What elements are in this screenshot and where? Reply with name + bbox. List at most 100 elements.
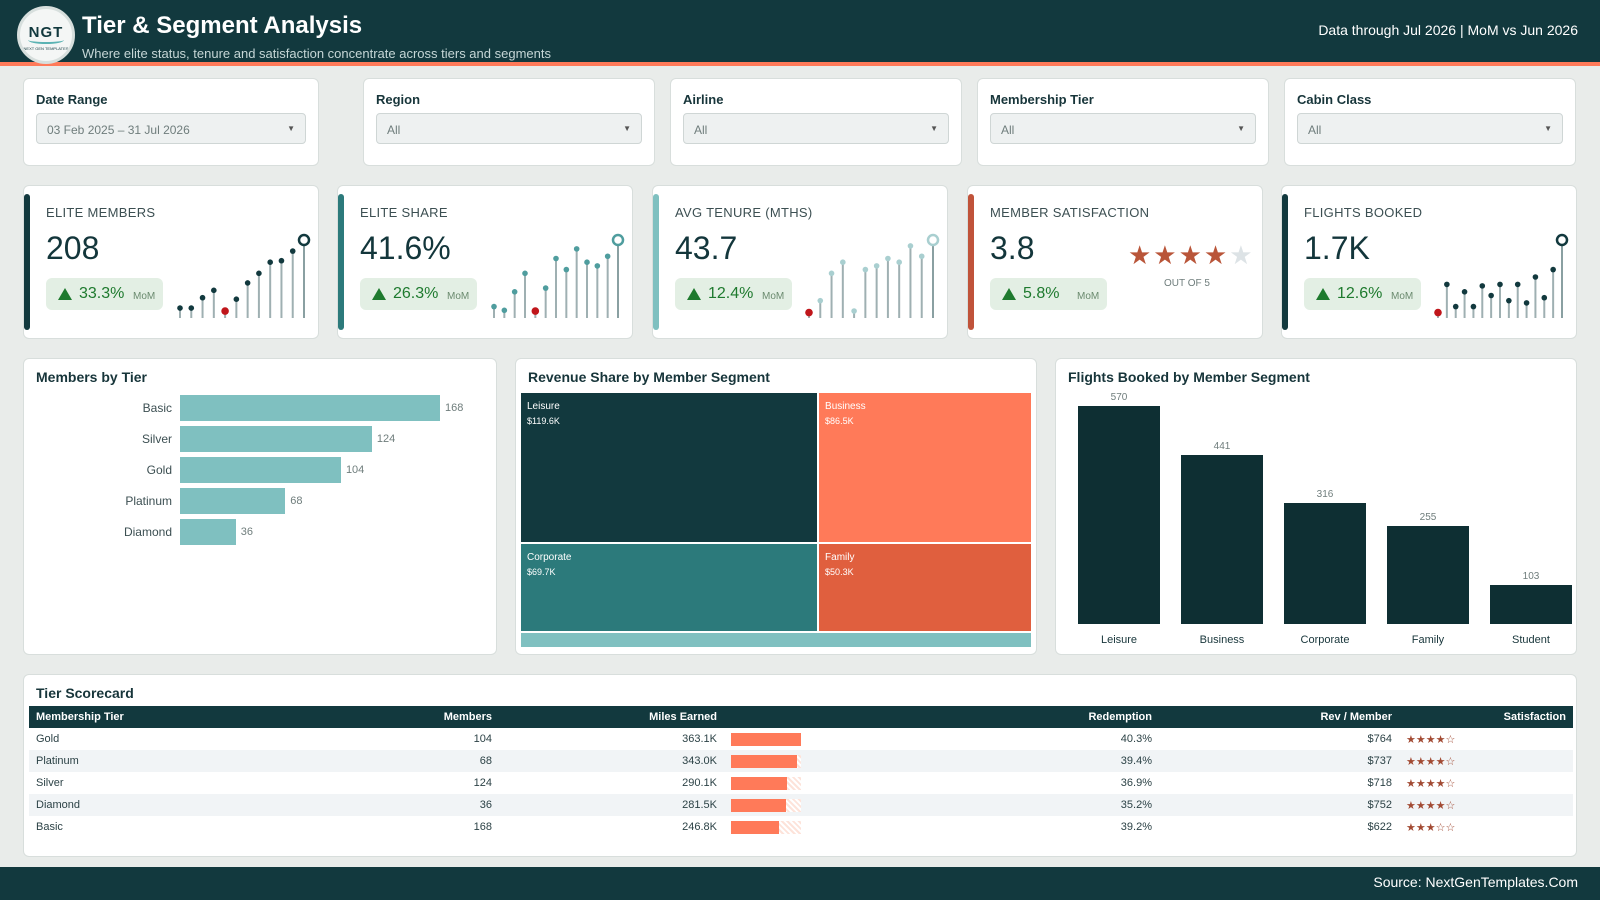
bar-value-label: 68	[290, 495, 303, 507]
filter-label: Airline	[683, 92, 724, 107]
star-rating-icons: ★★★★☆	[1406, 733, 1456, 746]
cell-satisfaction: ★★★★☆	[1399, 728, 1573, 750]
treemap-tile	[521, 633, 1031, 647]
kpi-accent-bar	[1282, 194, 1288, 330]
sparkline-point	[244, 280, 251, 286]
bar-category-label: Platinum	[125, 494, 172, 508]
sparkline-point	[1497, 281, 1503, 288]
bar-value-label: 124	[376, 433, 396, 445]
members-by-tier-panel: Members by Tier Basic 168 Silver 124 Gold 104…	[23, 358, 497, 655]
table-row[interactable]: Diamond 36 281.5K 35.2% $752 ★★★★☆	[29, 794, 1573, 816]
source-label: Source: NextGenTemplates.Com	[1373, 874, 1578, 890]
bar	[1078, 406, 1160, 624]
cell-rev-member: $737	[1159, 750, 1399, 772]
sparkline-point	[1532, 274, 1539, 280]
kpi-label: ELITE MEMBERS	[46, 205, 156, 220]
filter-label: Region	[376, 92, 421, 107]
arrow-up-icon	[58, 288, 72, 300]
filter-region: Region All ▼	[363, 78, 655, 166]
filter-membership-tier: Membership Tier All ▼	[977, 78, 1269, 166]
cell-redemption: 35.2%	[814, 794, 1159, 816]
sparkline-point	[211, 287, 217, 294]
cell-rev-member: $718	[1367, 777, 1392, 789]
column-header[interactable]: Miles Earned	[499, 706, 724, 728]
bar-value-label: 36	[240, 526, 253, 538]
table-row[interactable]: Platinum 68 343.0K 39.4% $737 ★★★★☆	[29, 750, 1573, 772]
arrow-up-icon	[687, 288, 701, 300]
bar	[1387, 526, 1469, 624]
column-header[interactable]: Members	[229, 706, 499, 728]
kpi-label: AVG TENURE (MTHS)	[675, 205, 813, 220]
sparkline-point	[501, 307, 508, 314]
column-header[interactable]: Redemption	[814, 706, 1159, 728]
kpi-change-period: MoM	[1391, 291, 1414, 302]
sparkline-point	[1541, 294, 1548, 301]
bar-category-label: Business	[1199, 634, 1245, 646]
star-rating-icons: ★★★☆☆	[1406, 821, 1456, 834]
date-range-select[interactable]: 03 Feb 2025 – 31 Jul 2026 ▼	[36, 113, 306, 144]
tier-scorecard-panel: Tier Scorecard Membership Tier Members M…	[23, 674, 1577, 857]
star-empty-icon: ★	[1229, 240, 1255, 270]
bar-category-label: Diamond	[123, 525, 172, 539]
bar-category-label: Corporate	[1300, 634, 1350, 646]
sparkline-point	[553, 255, 559, 262]
sparkline-point	[840, 259, 846, 265]
filter-label: Date Range	[36, 92, 108, 107]
page-title: Tier & Segment Analysis	[82, 12, 363, 39]
star-rating-icons: ★★★★☆	[1406, 777, 1456, 790]
chevron-down-icon: ▼	[930, 124, 938, 133]
kpi-avg-tenure: AVG TENURE (MTHS) 43.7 12.4% MoM	[652, 185, 948, 339]
sparkline-point	[918, 253, 925, 260]
bar	[180, 519, 236, 545]
cell-miles-bar	[724, 772, 814, 794]
cell-miles-bar	[724, 728, 814, 750]
table-row[interactable]: Gold 104 363.1K 40.3% $764 ★★★★☆	[29, 728, 1573, 750]
region-select[interactable]: All ▼	[376, 113, 642, 144]
bar-category-label: Basic	[142, 401, 172, 415]
column-header[interactable]: Membership Tier	[29, 706, 229, 728]
bar-value-label: 441	[1213, 441, 1231, 453]
kpi-change-period: MoM	[133, 291, 156, 302]
cell-satisfaction: ★★★★☆	[1399, 750, 1573, 772]
table-row[interactable]: Silver 124 290.1K 36.9% $718 ★★★★☆	[29, 772, 1573, 794]
sparkline-min-point	[1434, 308, 1442, 317]
bar-category-label: Silver	[141, 432, 172, 446]
column-header[interactable]: Rev / Member	[1159, 706, 1399, 728]
airline-select[interactable]: All ▼	[683, 113, 949, 144]
membership-tier-select[interactable]: All ▼	[990, 113, 1256, 144]
kpi-label: FLIGHTS BOOKED	[1304, 205, 1423, 220]
miles-bar-fill	[731, 732, 801, 746]
sparkline-min-point	[531, 307, 540, 315]
kpi-change-value: 5.8%	[1023, 285, 1060, 302]
flights-by-segment-panel: Flights Booked by Member Segment 570 Leis…	[1055, 358, 1577, 655]
cabin-class-select[interactable]: All ▼	[1297, 113, 1563, 144]
kpi-accent-bar	[24, 194, 30, 330]
kpi-change-value: 12.4%	[708, 285, 754, 302]
sparkline-point	[199, 294, 206, 301]
kpi-change-badge: 5.8% MoM	[990, 278, 1107, 310]
chevron-down-icon: ▼	[1237, 124, 1245, 133]
treemap-tile: Corporate $69.7K	[521, 544, 818, 631]
cell-miles: 281.5K	[499, 794, 724, 816]
table-row[interactable]: Basic 168 246.8K 39.2% $622 ★★★☆☆	[29, 816, 1573, 838]
sparkline-point	[584, 259, 590, 265]
treemap-tile-label: Business	[825, 401, 866, 412]
sparkline-point	[1452, 303, 1459, 310]
kpi-change-badge: 12.4% MoM	[675, 278, 792, 310]
bar	[1181, 455, 1263, 624]
kpi-sparkline	[177, 233, 311, 318]
stars-scale-label: OUT OF 5	[1164, 278, 1210, 289]
column-header[interactable]: Satisfaction	[1399, 706, 1573, 728]
select-value: All	[1001, 123, 1015, 137]
sparkline-min-point	[805, 308, 813, 317]
bar	[180, 488, 286, 514]
sparkline-point	[491, 303, 497, 310]
bar-value-label: 570	[1110, 392, 1128, 403]
sparkline-point	[233, 296, 240, 302]
treemap-tile: Leisure $119.6K	[521, 393, 818, 543]
sparkline-point	[604, 253, 611, 260]
sparkline-point	[563, 266, 570, 273]
sparkline-min-point	[221, 307, 229, 315]
sparkline-point	[522, 270, 528, 277]
kpi-change-badge: 26.3% MoM	[360, 278, 477, 310]
